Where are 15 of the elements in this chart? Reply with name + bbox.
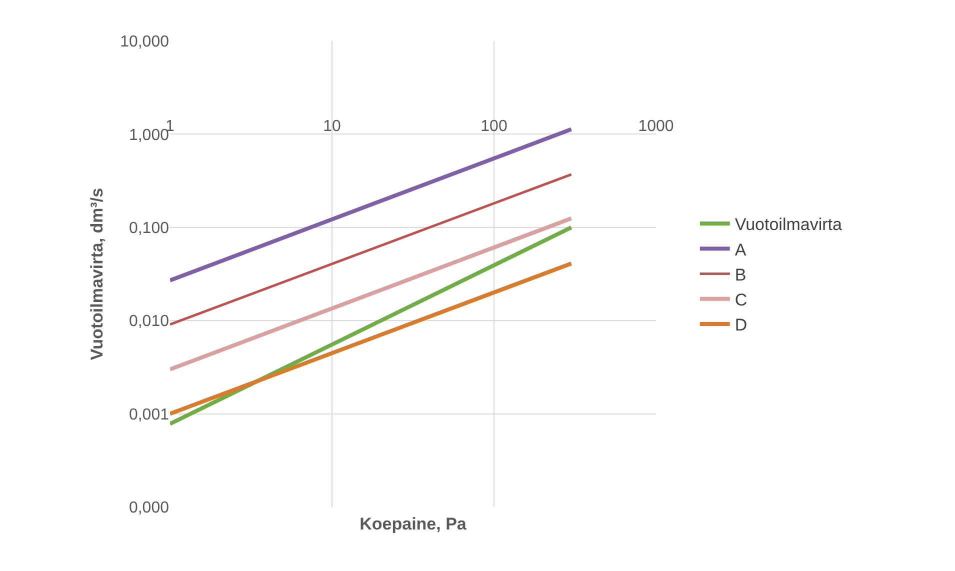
y-axis-title: Vuotoilmavirta, dm³/s xyxy=(88,188,107,360)
legend-label: C xyxy=(734,290,748,310)
y-tick-label: 0,000 xyxy=(128,500,170,517)
legend-label: A xyxy=(734,240,747,260)
y-tick-label: 0,001 xyxy=(128,406,170,424)
x-axis-title: Koepaine, Pa xyxy=(360,514,467,534)
legend-label: B xyxy=(734,265,746,284)
x-tick-label: 10 xyxy=(323,118,341,135)
x-tick-label: 1000 xyxy=(638,118,674,135)
x-tick-label: 100 xyxy=(480,118,508,135)
y-tick-label: 10,000 xyxy=(120,34,170,51)
legend-label: Vuotoilmavirta xyxy=(734,215,843,234)
legend-label: D xyxy=(734,316,748,335)
y-tick-label: 0,100 xyxy=(128,220,170,237)
y-tick-label: 0,010 xyxy=(128,313,170,330)
